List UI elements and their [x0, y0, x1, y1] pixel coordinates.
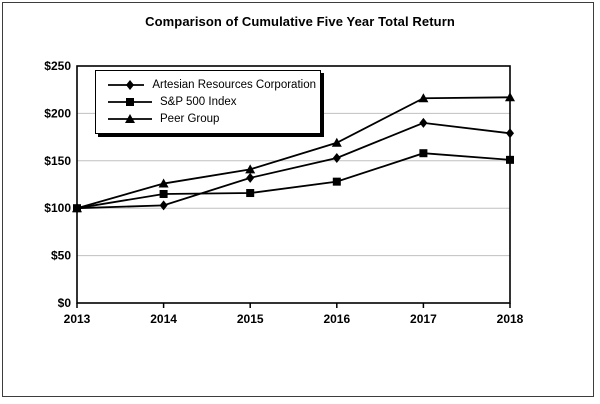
triangle-marker-icon [505, 92, 515, 102]
x-axis-label: 2013 [64, 312, 91, 326]
x-axis-label: 2017 [410, 312, 437, 326]
square-marker-icon [506, 155, 514, 164]
series-line-artesian-resources-corporation [76, 121, 511, 210]
square-marker-icon [419, 149, 428, 158]
triangle-marker-icon [158, 178, 169, 188]
diamond-marker-icon [506, 128, 514, 139]
triangle-marker-icon [72, 203, 82, 213]
square-marker-icon [159, 189, 168, 198]
legend-label: Artesian Resources Corporation [152, 79, 316, 91]
legend-label: Peer Group [160, 113, 220, 125]
legend-label: S&P 500 Index [160, 96, 237, 108]
legend-square-line-icon [108, 98, 152, 106]
diamond-marker-icon [246, 172, 255, 183]
y-axis-label: $250 [44, 59, 71, 73]
square-marker-icon [246, 189, 255, 198]
y-axis-label: $100 [44, 201, 71, 215]
legend: Artesian Resources Corporation S&P 500 In… [95, 70, 321, 134]
legend-diamond-line-icon [108, 80, 145, 90]
plot-border [76, 65, 511, 304]
legend-item-artesian-resources-corporation: Artesian Resources Corporation [108, 79, 316, 91]
diamond-marker-icon [419, 117, 428, 128]
diamond-marker-icon [126, 80, 134, 90]
y-axis-label: $200 [44, 106, 71, 120]
triangle-marker-icon [331, 137, 342, 147]
x-axis-label: 2015 [237, 312, 264, 326]
y-axis-label: $0 [58, 296, 72, 310]
x-axis-label: 2018 [497, 312, 524, 326]
legend-item-peer-group: Peer Group [108, 113, 316, 125]
series-line-s-p-500-index [76, 152, 511, 210]
triangle-marker-icon [125, 114, 135, 123]
triangle-marker-icon [245, 164, 256, 174]
legend-triangle-line-icon [108, 114, 152, 123]
legend-item-s-p-500-index: S&P 500 Index [108, 96, 316, 108]
square-marker-icon [332, 177, 341, 186]
diamond-marker-icon [159, 200, 168, 211]
y-axis-label: $150 [44, 154, 71, 168]
chart-title: Comparison of Cumulative Five Year Total… [145, 14, 455, 29]
square-marker-icon [126, 98, 134, 106]
series-line-peer-group [76, 96, 511, 210]
x-axis-label: 2014 [150, 312, 177, 326]
diamond-marker-icon [332, 152, 341, 163]
x-axis-label: 2016 [323, 312, 350, 326]
y-axis-label: $50 [51, 249, 71, 263]
triangle-marker-icon [418, 93, 429, 103]
image-border-frame [2, 2, 594, 397]
